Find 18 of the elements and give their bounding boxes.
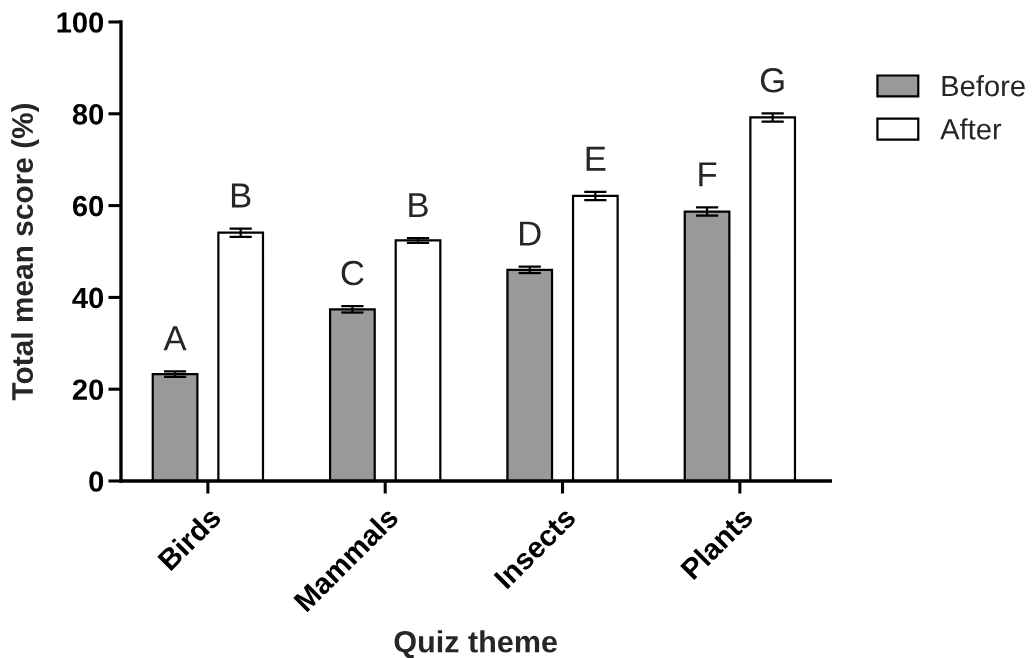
y-tick-label: 100 bbox=[57, 12, 104, 33]
annotation: F bbox=[699, 162, 717, 187]
annotation: C bbox=[341, 260, 364, 286]
y-tick-label: 40 bbox=[72, 287, 104, 309]
y-tick-label: 80 bbox=[72, 103, 104, 125]
annotation: G bbox=[760, 67, 784, 93]
annotation: D bbox=[520, 221, 541, 246]
y-tick-label: 60 bbox=[72, 195, 104, 217]
legend-label: After bbox=[940, 118, 1002, 140]
x-axis-title: Quiz theme bbox=[394, 630, 557, 658]
annotation: E bbox=[586, 146, 606, 171]
annotation: B bbox=[231, 183, 251, 208]
y-tick-label: 20 bbox=[72, 379, 104, 401]
y-tick-label: 0 bbox=[89, 471, 104, 492]
legend-label: Before bbox=[942, 74, 1025, 97]
annotation: A bbox=[163, 326, 187, 351]
annotation: B bbox=[409, 193, 428, 218]
y-axis-title: Total mean score (%) bbox=[11, 103, 39, 401]
